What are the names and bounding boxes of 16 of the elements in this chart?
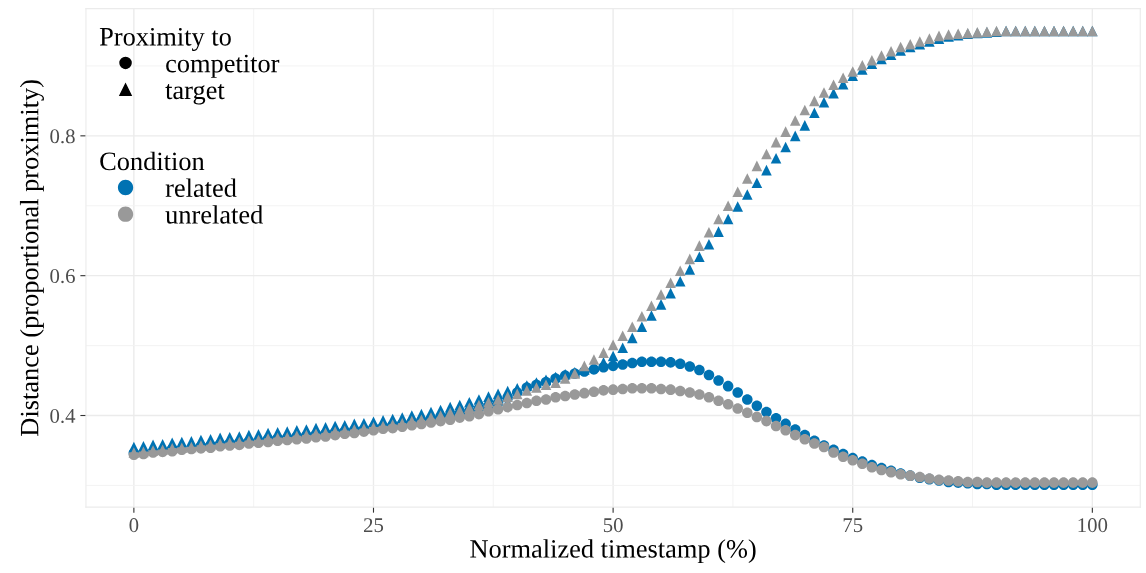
annotation: competitor [166, 54, 280, 78]
y-tick-label: 0.8 [50, 129, 75, 144]
x-tick-label: 100 [1078, 518, 1108, 533]
x-tick-label: 50 [603, 518, 623, 533]
x-tick-label: 25 [363, 518, 384, 533]
text: Proximity to [99, 27, 231, 52]
annotation: unrelated [165, 205, 263, 224]
y-tick-label: 0.6 [50, 269, 75, 284]
annotation: target [165, 84, 225, 105]
y-tick-label: 0.4 [50, 408, 76, 424]
text: Condition [100, 151, 205, 171]
x-tick-label: 75 [843, 518, 863, 533]
y-axis-title: Distance (proportional proximity) [19, 80, 44, 436]
x-tick-label: 0 [129, 518, 139, 533]
x-axis-title: Normalized timestamp (%) [470, 539, 756, 564]
annotation: related [165, 178, 237, 197]
